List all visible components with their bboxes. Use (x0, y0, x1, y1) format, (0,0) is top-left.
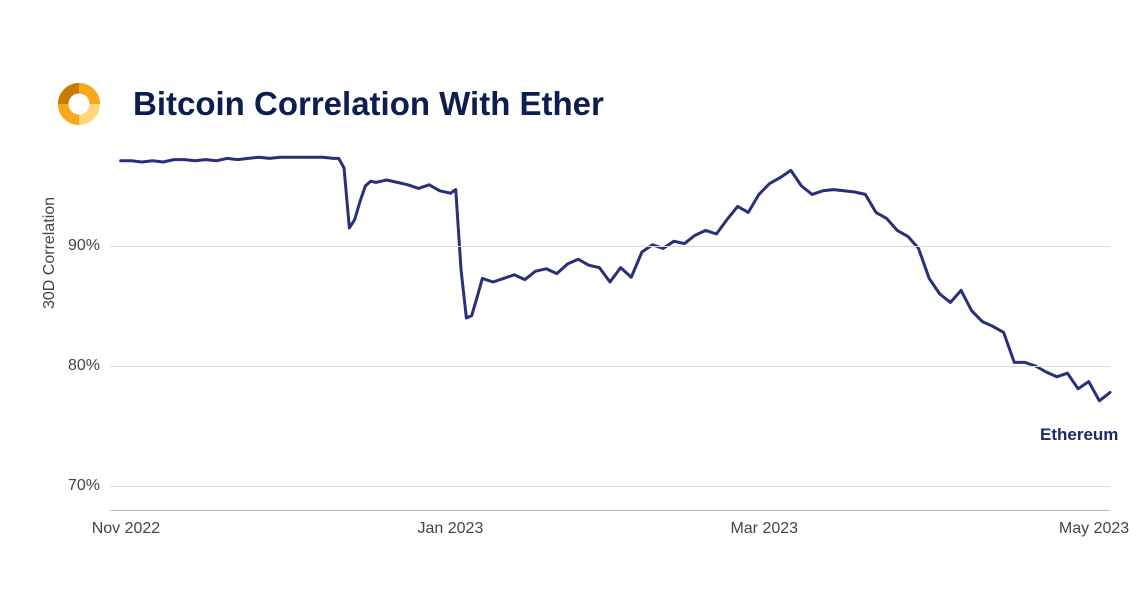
y-axis-title: 30D Correlation (41, 197, 59, 309)
chart-header: Bitcoin Correlation With Ether (55, 80, 604, 128)
gridline (110, 366, 1110, 367)
chart-title: Bitcoin Correlation With Ether (133, 85, 604, 123)
x-tick-label: Jan 2023 (418, 520, 484, 538)
y-tick-label: 70% (68, 477, 100, 495)
plot-area: Ethereum (110, 150, 1110, 511)
x-tick-label: May 2023 (1059, 520, 1129, 538)
page-root: Bitcoin Correlation With Ether 30D Corre… (0, 0, 1140, 597)
y-tick-label: 90% (68, 237, 100, 255)
series-label-ethereum: Ethereum (1040, 425, 1118, 445)
chart-container: 30D Correlation Ethereum 70% 80% 90% Nov 20… (30, 150, 1110, 560)
brand-logo-icon (55, 80, 103, 128)
x-tick-label: Nov 2022 (92, 520, 161, 538)
gridline (110, 486, 1110, 487)
y-tick-label: 80% (68, 357, 100, 375)
line-svg (110, 150, 1110, 510)
x-tick-label: Mar 2023 (730, 520, 798, 538)
gridline (110, 246, 1110, 247)
